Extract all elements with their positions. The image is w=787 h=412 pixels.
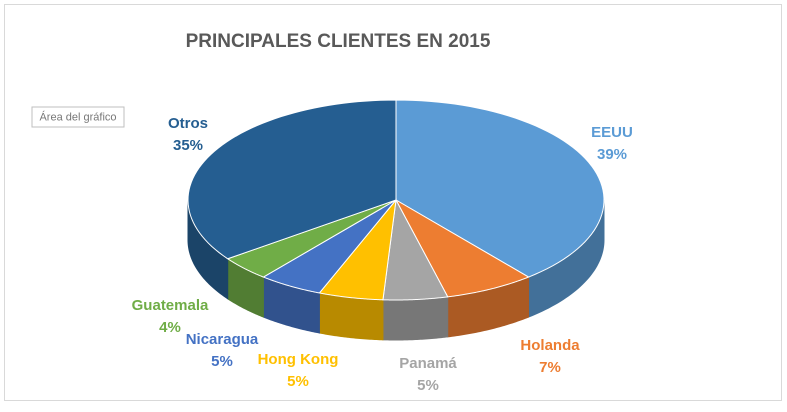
pie bbox=[187, 99, 605, 341]
data-label-name: Panamá bbox=[399, 355, 457, 372]
data-label-value: 35% bbox=[173, 137, 203, 154]
slice bbox=[187, 99, 397, 260]
slice bbox=[394, 198, 530, 298]
slice bbox=[382, 198, 449, 301]
tooltip-box bbox=[31, 106, 125, 128]
data-label-name: Nicaragua bbox=[186, 331, 259, 348]
slice bbox=[395, 99, 605, 278]
slice bbox=[226, 199, 397, 278]
data-label-value: 5% bbox=[211, 353, 233, 370]
data-label-value: 5% bbox=[417, 377, 439, 394]
data-label-name: Otros bbox=[168, 115, 208, 132]
data-label-name: Hong Kong bbox=[258, 351, 339, 368]
slice bbox=[318, 198, 397, 301]
data-label-value: 39% bbox=[597, 146, 627, 163]
slice-side bbox=[382, 296, 449, 341]
data-label-value: 7% bbox=[539, 359, 561, 376]
data-label-value: 5% bbox=[287, 373, 309, 390]
slice-side bbox=[318, 292, 384, 341]
data-label-value: 4% bbox=[159, 319, 181, 336]
data-label-name: Holanda bbox=[520, 337, 580, 354]
slice bbox=[262, 199, 397, 294]
data-label-name: Guatemala bbox=[132, 297, 209, 314]
data-label-name: EEUU bbox=[591, 124, 633, 141]
chart-title: PRINCIPALES CLIENTES EN 2015 bbox=[186, 31, 491, 52]
tooltip: Área del gráfico bbox=[39, 110, 116, 123]
